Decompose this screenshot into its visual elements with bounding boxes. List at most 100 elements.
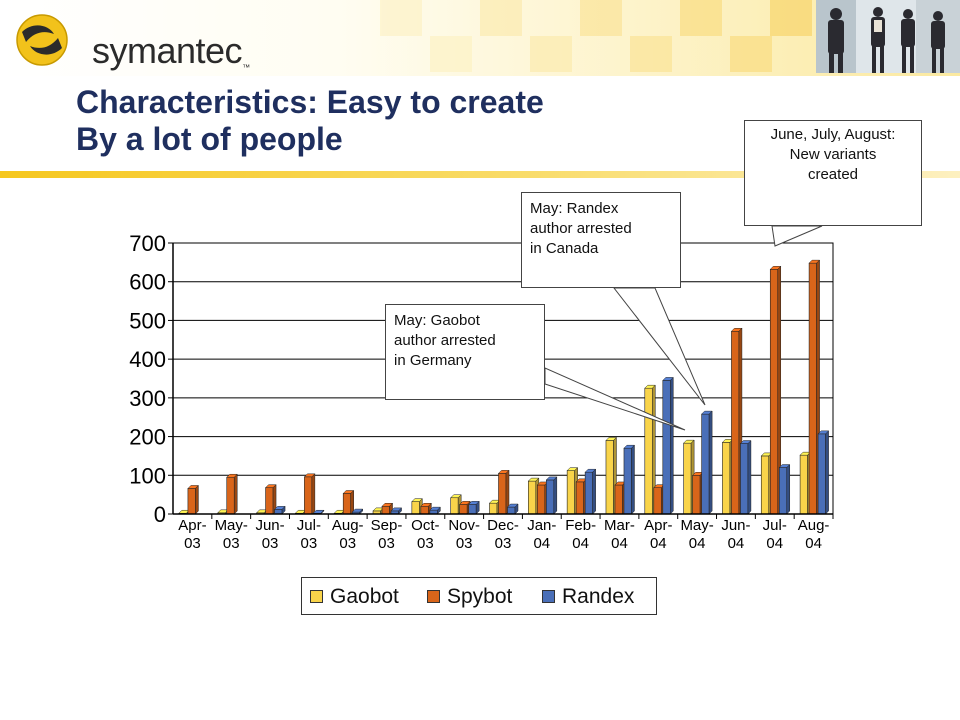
bar-face	[760, 455, 770, 515]
trademark-mark: ™	[242, 63, 250, 72]
callout-pointer-summer	[771, 225, 823, 247]
ytick-label-100: 100	[129, 463, 166, 488]
chart-legend: Gaobot Spybot Randex	[301, 577, 657, 615]
bar-randex-Oct-03	[429, 506, 441, 515]
callout-gaobot-line-2: author arrested	[394, 332, 496, 349]
xtick-label-Aug-03-2: 03	[339, 535, 356, 552]
ytick-label-400: 400	[129, 347, 166, 372]
xtick-label-Oct-03-1: Oct-	[411, 517, 439, 534]
bar-side	[514, 503, 519, 515]
xtick-label-May-04-2: 04	[689, 535, 706, 552]
bar-randex-Jul-04	[778, 463, 791, 515]
bar-face	[546, 479, 555, 515]
xtick-label-Sep-03-2: 03	[378, 535, 395, 552]
ytick-label-0: 0	[154, 502, 166, 527]
xtick-label-Feb-04-2: 04	[572, 535, 589, 552]
bar-face	[584, 471, 593, 515]
xtick-label-Jul-03-1: Jul-	[297, 517, 321, 534]
ytick-label-300: 300	[129, 386, 166, 411]
callout-randex-arrest: May: Randex author arrested in Canada	[521, 192, 681, 288]
legend-swatch-randex	[542, 590, 555, 603]
xtick-label-Mar-04-1: Mar-	[604, 517, 635, 534]
xtick-label-Nov-03-2: 03	[456, 535, 473, 552]
xtick-label-Aug-04-1: Aug-	[798, 517, 830, 534]
legend-label-randex: Randex	[562, 585, 635, 608]
business-people-photo	[816, 0, 960, 73]
header-band	[0, 0, 960, 76]
bar-face	[808, 262, 817, 515]
bar-side	[553, 476, 558, 515]
bar-face	[722, 442, 731, 515]
bar-face	[662, 380, 671, 515]
bar-randex-Nov-03	[468, 500, 480, 515]
xtick-label-Oct-03-2: 03	[417, 535, 434, 552]
title-underline-rule	[0, 171, 960, 178]
bar-side	[311, 473, 316, 515]
bar-face	[731, 330, 740, 515]
xtick-label-Apr-03-2: 03	[184, 535, 201, 552]
bar-side	[631, 444, 635, 515]
bar-side	[195, 484, 199, 515]
bar-face	[459, 504, 468, 515]
callout-gaobot-arrest: May: Gaobot author arrested in Germany	[385, 304, 545, 400]
bar-face	[468, 504, 477, 515]
bar-face	[187, 488, 196, 515]
bar-side	[592, 468, 596, 515]
bar-randex-Jun-03	[273, 505, 286, 515]
bar-face	[683, 442, 692, 515]
xtick-label-Apr-04-2: 04	[650, 535, 667, 552]
bar-face	[769, 269, 779, 515]
callout-gaobot-line-3: in Germany	[394, 352, 472, 369]
callout-pointer-randex	[612, 287, 706, 406]
bar-randex-Sep-03	[390, 507, 403, 515]
bar-spybot-Jul-03	[303, 473, 316, 515]
bar-side	[281, 505, 286, 515]
callout-summer-line-3: created	[807, 166, 859, 183]
xtick-label-Jan-04-2: 04	[533, 535, 550, 552]
bar-randex-Mar-04	[623, 444, 636, 515]
bar-face	[817, 433, 826, 515]
bar-face	[644, 387, 653, 515]
bar-face	[507, 506, 516, 515]
xtick-label-Feb-04-1: Feb-	[565, 517, 596, 534]
bar-face	[605, 440, 614, 515]
bar-side	[398, 507, 402, 515]
callout-gaobot-line-1: May: Gaobot	[394, 312, 480, 329]
symantec-logo-icon	[16, 14, 68, 66]
bar-side	[825, 430, 829, 515]
callout-randex-line-1: May: Randex	[530, 200, 619, 217]
bar-face	[420, 505, 429, 515]
bar-randex-Dec-03	[506, 503, 519, 515]
bar-randex-Feb-04	[584, 468, 597, 515]
slide-title-line-1: Characteristics: Easy to create	[76, 84, 544, 120]
xtick-label-Nov-03-1: Nov-	[448, 517, 480, 534]
legend-swatch-gaobot	[310, 590, 323, 603]
bar-randex-May-04	[701, 410, 713, 515]
callout-randex-line-2: author arrested	[530, 220, 632, 237]
callout-summer-line-1: June, July, August:	[770, 126, 896, 143]
bar-side	[437, 506, 441, 515]
bar-face	[528, 480, 537, 515]
bar-face	[614, 484, 623, 515]
ytick-label-200: 200	[129, 425, 166, 450]
bar-spybot-May-03	[226, 473, 238, 515]
bar-side	[350, 489, 354, 515]
legend-label-gaobot: Gaobot	[330, 585, 399, 608]
callout-pointer-gaobot	[544, 367, 686, 431]
bar-face	[701, 413, 710, 515]
xtick-label-Jun-03-1: Jun-	[255, 517, 284, 534]
xtick-label-Jul-03-2: 03	[301, 535, 318, 552]
ytick-label-600: 600	[129, 270, 166, 295]
bar-face	[489, 502, 498, 515]
ytick-label-500: 500	[129, 308, 166, 333]
xtick-label-Jun-04-2: 04	[728, 535, 745, 552]
bar-face	[778, 467, 788, 515]
xtick-label-Apr-03-1: Apr-	[178, 517, 206, 534]
xtick-label-Jun-04-1: Jun-	[721, 517, 750, 534]
bar-face	[498, 473, 507, 515]
xtick-label-Aug-04-2: 04	[805, 535, 822, 552]
xtick-label-Jun-03-2: 03	[262, 535, 279, 552]
ytick-label-700: 700	[129, 231, 166, 256]
bar-face	[381, 505, 390, 515]
